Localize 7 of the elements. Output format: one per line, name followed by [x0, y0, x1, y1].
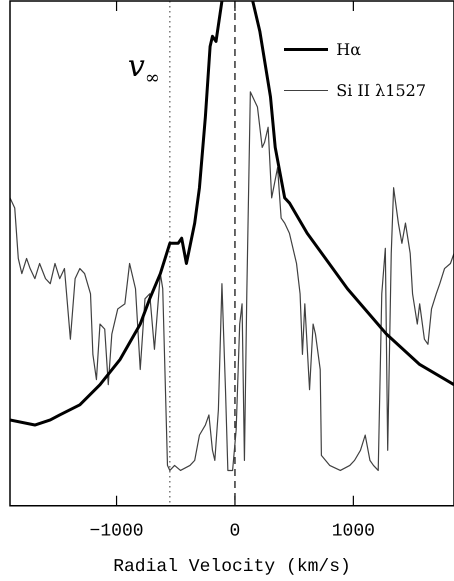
legend-label: Hα — [336, 40, 362, 59]
ref-line-label: v∞ — [128, 49, 160, 88]
legend-label: Si II λ1527 — [336, 81, 426, 100]
x-axis-title: Radial Velocity (km/s) — [113, 556, 351, 577]
x-tick-label: −1000 — [90, 521, 144, 542]
x-tick-label: 0 — [230, 521, 240, 542]
x-tick-label: 1000 — [332, 521, 375, 542]
